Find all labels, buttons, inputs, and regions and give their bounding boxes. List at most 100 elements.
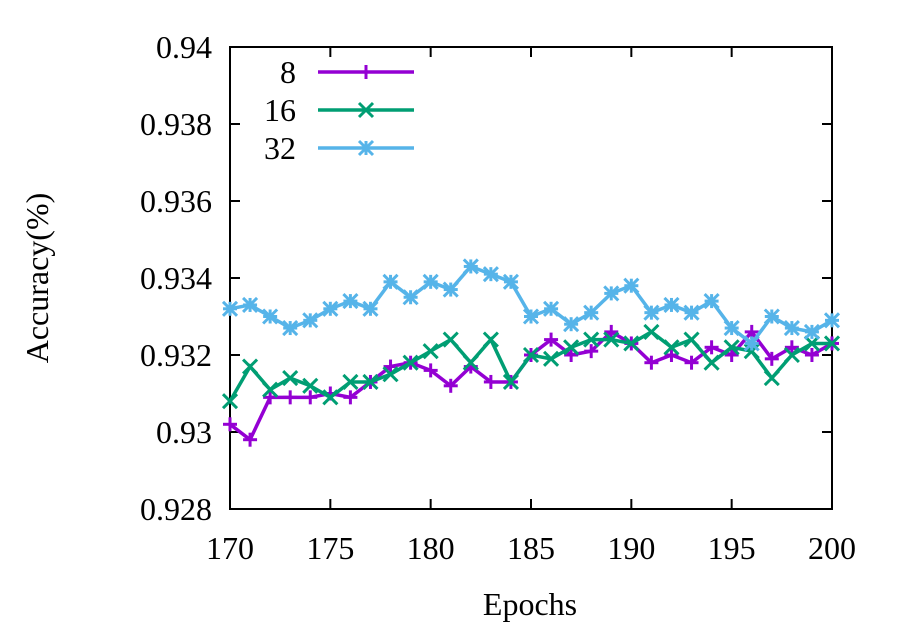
data-point (402, 289, 419, 306)
data-point (804, 348, 819, 362)
y-tick-label: 0.934 (140, 260, 212, 296)
marker-stroke (242, 358, 259, 375)
marker-stroke (643, 304, 660, 321)
marker-stroke (302, 377, 319, 394)
plot-frame (229, 46, 833, 510)
marker-stroke (803, 335, 820, 352)
data-point (583, 331, 600, 348)
data-point (302, 312, 319, 329)
data-point (443, 378, 458, 393)
marker-stroke (783, 346, 800, 364)
marker-stroke (322, 300, 339, 317)
marker-stroke (422, 343, 439, 360)
data-point (823, 312, 841, 329)
marker-stroke (603, 285, 620, 302)
y-tick-label: 0.936 (140, 183, 212, 219)
legend-marker-32 (357, 139, 375, 157)
data-point (221, 393, 239, 410)
marker-stroke (357, 139, 375, 157)
x-tick-label: 180 (407, 530, 455, 566)
marker-stroke (543, 350, 560, 367)
x-axis: 170 175 180 185 190 195 200 (206, 47, 856, 566)
x-tick-label: 200 (808, 530, 856, 566)
data-point (643, 304, 660, 321)
marker-stroke (282, 370, 299, 387)
marker-stroke (743, 335, 760, 352)
data-point (784, 340, 799, 355)
marker-stroke (442, 281, 459, 298)
data-point (663, 296, 680, 314)
data-point (282, 319, 299, 337)
marker-stroke (703, 354, 720, 371)
marker-stroke (563, 339, 580, 356)
data-point (462, 258, 479, 275)
marker-stroke (382, 366, 399, 383)
marker-stroke (522, 308, 540, 325)
marker-stroke (462, 258, 479, 275)
data-point (583, 304, 600, 321)
data-point (564, 348, 579, 362)
marker-stroke (422, 273, 439, 290)
data-point (703, 293, 720, 310)
x-tick-label: 190 (607, 530, 655, 566)
series-line-32 (229, 264, 833, 346)
data-point (482, 266, 499, 283)
y-axis-title: Accuracy(%) (19, 193, 55, 364)
marker-stroke (442, 331, 459, 348)
data-point (283, 390, 298, 405)
data-point (764, 351, 779, 366)
marker-stroke (663, 339, 680, 356)
marker-stroke (362, 300, 379, 317)
data-point (322, 389, 339, 406)
data-point (763, 308, 780, 325)
data-point (623, 335, 640, 352)
data-point (663, 339, 680, 356)
marker-stroke (603, 331, 620, 348)
y-axis: 0.928 0.93 0.932 0.934 0.936 0.938 0.94 (140, 29, 832, 527)
data-point (422, 343, 439, 360)
data-point (242, 358, 259, 375)
data-point (342, 293, 359, 310)
data-point (502, 273, 519, 290)
data-point (544, 332, 559, 347)
marker-stroke (502, 373, 519, 391)
data-point (322, 300, 339, 317)
data-point (262, 381, 279, 398)
plot-border (229, 46, 833, 510)
data-point (684, 355, 699, 370)
marker-stroke (823, 335, 841, 352)
y-tick-label: 0.928 (140, 491, 212, 527)
series-layer (221, 258, 841, 447)
x-axis-title: Epochs (483, 586, 577, 622)
data-point (382, 273, 399, 290)
data-point (243, 432, 258, 447)
data-point (763, 370, 780, 387)
series-32 (221, 258, 841, 352)
legend-label-32: 32 (264, 130, 296, 166)
y-tick-label: 0.938 (140, 106, 212, 142)
data-point (703, 354, 720, 371)
data-point (263, 390, 278, 405)
data-point (563, 316, 580, 333)
data-point (644, 355, 659, 370)
y-tick-label: 0.932 (140, 337, 212, 373)
marker-stroke (502, 273, 519, 290)
data-point (643, 323, 660, 340)
marker-stroke (282, 319, 299, 337)
legend-marker-8 (359, 65, 373, 79)
legend-label-16: 16 (264, 92, 296, 128)
marker-stroke (242, 296, 259, 314)
marker-stroke (342, 293, 359, 310)
series-16 (221, 323, 841, 410)
data-point (483, 374, 498, 389)
data-point (584, 344, 599, 359)
data-point (342, 373, 359, 391)
marker-stroke (763, 308, 780, 325)
marker-stroke (583, 331, 600, 348)
x-tick-label: 170 (206, 530, 254, 566)
marker-stroke (357, 101, 375, 119)
marker-stroke (462, 354, 479, 371)
data-point (704, 340, 719, 355)
data-point (402, 354, 419, 371)
marker-stroke (683, 331, 700, 348)
